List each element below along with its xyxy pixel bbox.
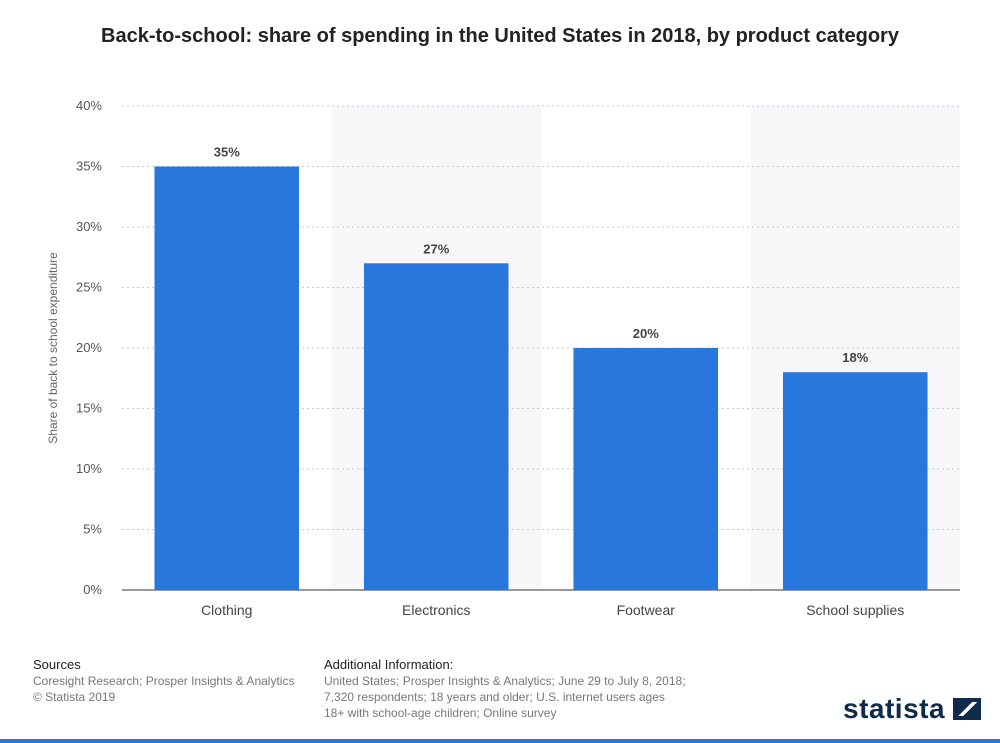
additional-info-line: United States; Prosper Insights & Analyt…	[324, 674, 686, 688]
sources-block: Sources Coresight Research; Prosper Insi…	[33, 657, 294, 705]
additional-info-block: Additional Information: United States; P…	[324, 657, 686, 721]
bar	[782, 372, 928, 590]
copyright-text: © Statista 2019	[33, 690, 116, 704]
y-tick-label: 5%	[83, 522, 102, 537]
additional-info-heading: Additional Information:	[324, 657, 454, 672]
chart-title: Back-to-school: share of spending in the…	[101, 25, 899, 47]
additional-info-line: 18+ with school-age children; Online sur…	[324, 706, 557, 720]
y-tick-label: 30%	[76, 219, 102, 234]
x-tick-label: School supplies	[806, 602, 904, 618]
y-tick-label: 25%	[76, 280, 102, 295]
statista-logo-icon	[953, 698, 982, 720]
y-tick-label: 35%	[76, 159, 102, 174]
additional-info-line: 7,320 respondents; 18 years and older; U…	[324, 690, 665, 704]
data-label: 20%	[633, 326, 659, 341]
data-label: 27%	[423, 241, 449, 256]
statista-logo[interactable]: statista	[843, 693, 982, 725]
y-tick-label: 20%	[76, 340, 102, 355]
bottom-accent-bar	[0, 739, 1000, 743]
bar	[154, 166, 300, 590]
y-tick-label: 0%	[83, 582, 102, 597]
bar	[573, 348, 719, 590]
x-tick-label: Electronics	[402, 602, 470, 618]
bar-chart: 0% 5% 10% 15% 20% 25% 30% 35% 40% 35% Clothing 27% E…	[46, 98, 960, 618]
statista-logo-text: statista	[843, 693, 946, 724]
x-tick-label: Footwear	[617, 602, 676, 618]
data-label: 35%	[214, 145, 240, 160]
sources-text: Coresight Research; Prosper Insights & A…	[33, 674, 295, 688]
y-axis-title: Share of back to school expenditure	[46, 252, 60, 444]
sources-heading: Sources	[33, 657, 81, 672]
bar	[363, 263, 509, 590]
x-tick-label: Clothing	[201, 602, 252, 618]
data-label: 18%	[842, 350, 868, 365]
y-tick-label: 40%	[76, 98, 102, 113]
y-tick-label: 15%	[76, 401, 102, 416]
y-tick-label: 10%	[76, 461, 102, 476]
